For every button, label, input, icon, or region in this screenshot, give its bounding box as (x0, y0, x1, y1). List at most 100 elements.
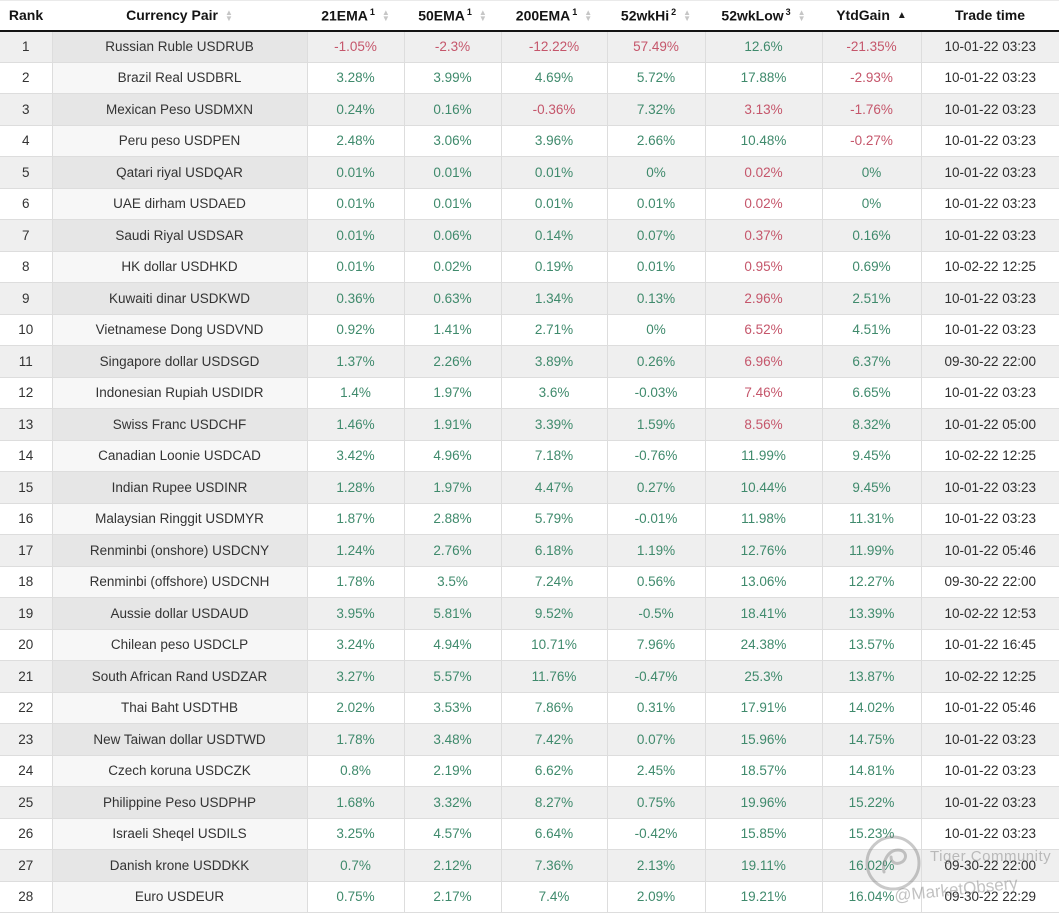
rank-cell: 7 (0, 219, 52, 252)
ema50-cell: 5.81% (403, 597, 501, 630)
column-header-ema21[interactable]: 21EMA 1 ▲ ▼ (307, 0, 404, 32)
ema200-cell: 0.01% (500, 156, 607, 189)
column-header-ema200[interactable]: 200EMA 1 ▲ ▼ (501, 0, 607, 32)
ema50-cell: 3.99% (403, 62, 501, 94)
column-label: Currency Pair (126, 7, 218, 24)
table-row: 20 Chilean peso USDCLP 3.24% 4.94% 10.71% 7.9… (0, 629, 1059, 661)
trade-time-cell: 10-01-22 16:45 (920, 629, 1059, 661)
ema21-cell: 1.46% (306, 408, 404, 441)
footnote-marker: 1 (466, 6, 472, 17)
ytdgain-cell: 6.37% (821, 345, 921, 378)
52wklow-cell: 0.02% (704, 156, 822, 189)
rank-cell: 17 (0, 534, 52, 567)
currency-pair-cell: Russian Ruble USDRUB (51, 30, 307, 63)
ema200-cell: 6.62% (500, 755, 607, 787)
column-label: 52wkLow (721, 7, 784, 24)
currency-pair-cell: Peru peso USDPEN (51, 125, 307, 157)
currency-pair-cell: Qatari riyal USDQAR (51, 156, 307, 189)
currency-pair-cell: Mexican Peso USDMXN (51, 93, 307, 126)
ytdgain-cell: 14.81% (821, 755, 921, 787)
ema21-cell: 0.92% (306, 314, 404, 346)
table-row: 6 UAE dirham USDAED 0.01% 0.01% 0.01% 0.01% 0.… (0, 188, 1059, 220)
trade-time-cell: 09-30-22 22:00 (920, 849, 1059, 882)
column-header-pair[interactable]: Currency Pair ▲ ▼ (52, 0, 307, 32)
ytdgain-cell: 13.57% (821, 629, 921, 661)
footnote-marker: 1 (369, 6, 375, 17)
rank-cell: 20 (0, 629, 52, 661)
ema50-cell: 3.06% (403, 125, 501, 157)
ema50-cell: 2.26% (403, 345, 501, 378)
column-header-ytd[interactable]: YtdGain ▲ (822, 0, 921, 32)
table-row: 16 Malaysian Ringgit USDMYR 1.87% 2.88% 5.79… (0, 503, 1059, 535)
ema21-cell: 0.01% (306, 188, 404, 220)
52wklow-cell: 0.02% (704, 188, 822, 220)
rank-cell: 26 (0, 818, 52, 850)
rank-cell: 25 (0, 786, 52, 819)
ema50-cell: 0.06% (403, 219, 501, 252)
rank-cell: 24 (0, 755, 52, 787)
table-row: 26 Israeli Sheqel USDILS 3.25% 4.57% 6.64% -0… (0, 818, 1059, 850)
52wkhi-cell: 7.32% (606, 93, 705, 126)
ema200-cell: 4.47% (500, 471, 607, 504)
ytdgain-cell: -2.93% (821, 62, 921, 94)
52wklow-cell: 15.85% (704, 818, 822, 850)
table-row: 24 Czech koruna USDCZK 0.8% 2.19% 6.62% 2.45%… (0, 755, 1059, 787)
ema21-cell: 0.8% (306, 755, 404, 787)
52wklow-cell: 18.41% (704, 597, 822, 630)
ema200-cell: 9.52% (500, 597, 607, 630)
52wkhi-cell: 2.09% (606, 881, 705, 913)
rank-cell: 3 (0, 93, 52, 126)
ytdgain-cell: 11.99% (821, 534, 921, 567)
52wklow-cell: 19.96% (704, 786, 822, 819)
ema21-cell: 2.48% (306, 125, 404, 157)
trade-time-cell: 10-01-22 03:23 (920, 786, 1059, 819)
52wklow-cell: 19.11% (704, 849, 822, 882)
52wkhi-cell: 0.56% (606, 566, 705, 598)
52wklow-cell: 0.37% (704, 219, 822, 252)
ema50-cell: 0.16% (403, 93, 501, 126)
sort-updown-icon: ▲ ▼ (683, 7, 692, 23)
footnote-marker: 2 (671, 6, 677, 17)
52wkhi-cell: 5.72% (606, 62, 705, 94)
52wklow-cell: 19.21% (704, 881, 822, 913)
trade-time-cell: 09-30-22 22:29 (920, 881, 1059, 913)
ema21-cell: 3.27% (306, 660, 404, 693)
trade-time-cell: 09-30-22 22:00 (920, 345, 1059, 378)
trade-time-cell: 10-01-22 03:23 (920, 219, 1059, 252)
ema50-cell: 3.48% (403, 723, 501, 756)
52wklow-cell: 12.6% (704, 30, 822, 63)
52wkhi-cell: -0.03% (606, 377, 705, 409)
52wkhi-cell: -0.47% (606, 660, 705, 693)
ema200-cell: 7.86% (500, 692, 607, 724)
currency-pair-cell: Euro USDEUR (51, 881, 307, 913)
table-row: 11 Singapore dollar USDSGD 1.37% 2.26% 3.89%… (0, 345, 1059, 378)
ema50-cell: 1.97% (403, 377, 501, 409)
column-header-time: Trade time (921, 0, 1059, 32)
trade-time-cell: 10-02-22 12:25 (920, 440, 1059, 472)
table-row: 22 Thai Baht USDTHB 2.02% 3.53% 7.86% 0.31% 17… (0, 692, 1059, 724)
ema50-cell: 4.94% (403, 629, 501, 661)
ema200-cell: 6.18% (500, 534, 607, 567)
ema21-cell: -1.05% (306, 30, 404, 63)
52wklow-cell: 6.96% (704, 345, 822, 378)
column-header-ema50[interactable]: 50EMA 1 ▲ ▼ (404, 0, 501, 32)
ytdgain-cell: 11.31% (821, 503, 921, 535)
ema21-cell: 0.75% (306, 881, 404, 913)
column-header-low52[interactable]: 52wkLow 3 ▲ ▼ (705, 0, 822, 32)
rank-cell: 22 (0, 692, 52, 724)
52wkhi-cell: 0% (606, 314, 705, 346)
52wklow-cell: 11.99% (704, 440, 822, 472)
52wkhi-cell: 2.13% (606, 849, 705, 882)
column-header-rank: Rank (0, 0, 52, 32)
trade-time-cell: 09-30-22 22:00 (920, 566, 1059, 598)
currency-pair-cell: Indian Rupee USDINR (51, 471, 307, 504)
currency-pair-cell: Vietnamese Dong USDVND (51, 314, 307, 346)
ema200-cell: 3.39% (500, 408, 607, 441)
ytdgain-cell: 2.51% (821, 282, 921, 315)
currency-pair-cell: South African Rand USDZAR (51, 660, 307, 693)
currency-pair-cell: Saudi Riyal USDSAR (51, 219, 307, 252)
52wkhi-cell: 1.19% (606, 534, 705, 567)
ema21-cell: 1.24% (306, 534, 404, 567)
column-header-hi52[interactable]: 52wkHi 2 ▲ ▼ (607, 0, 705, 32)
52wklow-cell: 8.56% (704, 408, 822, 441)
